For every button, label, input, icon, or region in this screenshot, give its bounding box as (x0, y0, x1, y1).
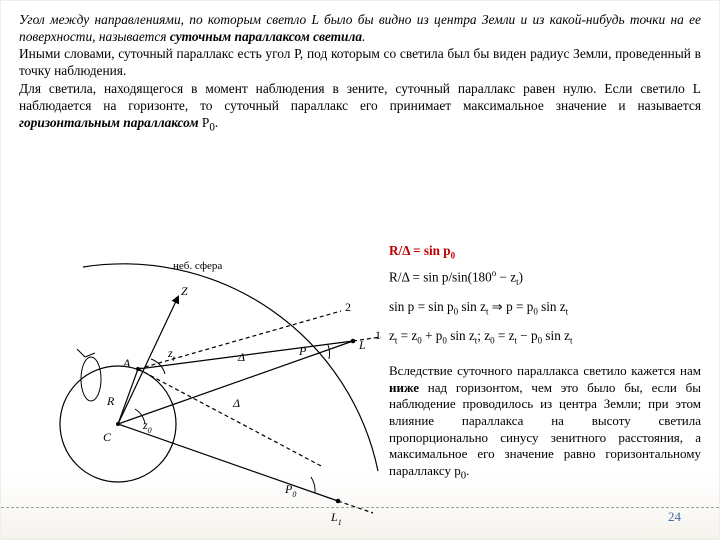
point-L1 (336, 499, 341, 504)
p1-dot: . (362, 29, 365, 44)
slide: Угол между направлениями, по которым све… (0, 0, 720, 540)
label-R: R (106, 394, 115, 408)
f4d: sin z (447, 328, 475, 343)
f2c: ) (519, 269, 523, 284)
label-delta-2: Δ (232, 396, 240, 410)
f1s: 0 (451, 251, 456, 261)
label-L1: L1 (330, 510, 342, 527)
formula-2: R/Δ = sin p/sin(180o − zt) (389, 267, 699, 289)
f3s4: t (566, 306, 569, 316)
f4h: sin z (542, 328, 570, 343)
f3d: sin z (538, 299, 566, 314)
ex-b: ниже (389, 380, 419, 395)
label-P0: P0 (284, 482, 296, 499)
f4b: = z (397, 328, 417, 343)
f4g: − p (517, 328, 538, 343)
f3a: sin p = sin p (389, 299, 454, 314)
label-A: A (122, 356, 131, 370)
point-L (351, 339, 356, 344)
label-sphere: неб. сфера (173, 260, 222, 272)
parallax-svg: неб. сфера Z A R C zt z0 P P0 Δ Δ L L1 1… (23, 249, 383, 531)
f4f: = z (495, 328, 515, 343)
f3c: ⇒ p = p (488, 299, 533, 314)
parallax-diagram: неб. сфера Z A R C zt z0 P P0 Δ Δ L L1 1… (23, 249, 383, 531)
rotation-axis-icon (81, 357, 101, 401)
footer-divider (1, 507, 719, 509)
main-paragraph-block: Угол между направлениями, по которым све… (19, 11, 701, 135)
angle-P-arc (328, 345, 330, 359)
p3-a: Для светила, находящегося в момент наблю… (19, 81, 701, 113)
label-L: L (358, 338, 366, 352)
rotation-arrow-icon (77, 349, 95, 357)
label-delta-1: Δ (237, 350, 245, 364)
paragraph-3: Для светила, находящегося в момент наблю… (19, 81, 701, 130)
point-A (136, 367, 140, 371)
ex-e: . (466, 463, 469, 478)
page-number: 24 (668, 509, 681, 525)
f4e: ; z (477, 328, 490, 343)
point-C (116, 422, 120, 426)
f4c: + p (422, 328, 443, 343)
f1: R/Δ = sin p (389, 243, 451, 258)
label-1: 1 (375, 328, 381, 342)
formula-block: R/Δ = sin p0 R/Δ = sin p/sin(180o − zt) … (389, 241, 699, 352)
f2a: R/Δ = sin p/sin(180 (389, 269, 492, 284)
paragraph-2: Иными словами, суточный параллакс есть у… (19, 46, 701, 78)
angle-P0-arc (311, 477, 315, 493)
p3-term: горизонтальным параллаксом (19, 115, 199, 130)
ex-a: Вследствие суточного параллакса светило … (389, 363, 701, 378)
f4s8: t (570, 336, 573, 346)
radius-line (118, 369, 138, 424)
label-P: P (298, 344, 307, 358)
p3-e: . (215, 115, 218, 130)
paragraph-1: Угол между направлениями, по которым све… (19, 12, 701, 44)
formula-4: zt = z0 + p0 sin zt; z0 = zt − p0 sin zt (389, 326, 699, 348)
label-2: 2 (345, 300, 351, 314)
line-C-to-L (118, 341, 353, 424)
f3b: sin z (458, 299, 486, 314)
ex-c: над горизонтом, чем это было бы, если бы… (389, 380, 701, 478)
line-C-to-L1 (118, 424, 338, 501)
f2b: − z (496, 269, 516, 284)
explanation-paragraph: Вследствие суточного параллакса светило … (389, 363, 701, 483)
formula-1: R/Δ = sin p0 (389, 241, 699, 263)
formula-3: sin p = sin p0 sin zt ⇒ p = p0 sin zt (389, 297, 699, 319)
label-C: C (103, 430, 112, 444)
p3-c: Р (199, 115, 210, 130)
label-Z: Z (181, 284, 188, 298)
p1-term: суточным параллаксом светила (170, 29, 362, 44)
